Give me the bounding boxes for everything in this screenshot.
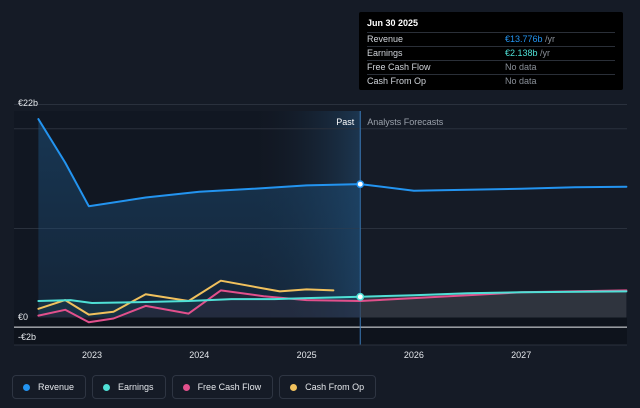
tooltip-row-revenue: Revenue €13.776b /yr (367, 32, 615, 46)
x-tick-label: 2024 (189, 350, 209, 360)
tooltip-label: Cash From Op (367, 76, 427, 86)
tooltip-row-earnings: Earnings €2.138b /yr (367, 46, 615, 60)
legend-item-cash-from-op[interactable]: Cash From Op (279, 375, 377, 399)
past-label: Past (336, 117, 355, 127)
legend-dot-icon (103, 383, 111, 391)
series-area (38, 296, 361, 318)
legend-label: Earnings (118, 382, 154, 392)
legend: Revenue Earnings Free Cash Flow Cash Fro… (12, 375, 377, 399)
tooltip-label: Revenue (367, 34, 404, 44)
tooltip-date: Jun 30 2025 (367, 18, 419, 28)
x-tick-label: 2023 (82, 350, 102, 360)
tooltip-row-free-cash-flow: Free Cash Flow No data (367, 60, 615, 74)
chart-area: €22b €0 -€2b 2023 2024 2025 2026 2027 Past Analys… (14, 98, 628, 360)
earnings-marker (356, 292, 365, 301)
legend-label: Revenue (38, 382, 75, 392)
earnings-line (37, 290, 628, 304)
legend-item-revenue[interactable]: Revenue (12, 375, 87, 399)
legend-label: Cash From Op (305, 382, 365, 392)
free-cash-flow-line (37, 289, 628, 324)
tooltip-value: No data (505, 76, 537, 86)
revenue-area (38, 119, 361, 318)
legend-dot-icon (182, 383, 190, 391)
revenue-line (37, 118, 628, 208)
tooltip-label: Earnings (367, 48, 403, 58)
tooltip-label: Free Cash Flow (367, 62, 431, 72)
tooltip-value: €2.138b /yr (505, 48, 551, 58)
tooltip: Jun 30 2025 Revenue €13.776b /yr Earning… (359, 12, 623, 90)
negative-band (14, 317, 627, 345)
tooltip-row-cash-from-op: Cash From Op No data (367, 74, 615, 88)
legend-label: Free Cash Flow (197, 382, 262, 392)
legend-item-free-cash-flow[interactable]: Free Cash Flow (171, 375, 274, 399)
legend-dot-icon (23, 383, 30, 391)
legend-item-earnings[interactable]: Earnings (92, 375, 166, 399)
y-tick-label: -€2b (18, 332, 36, 342)
x-tick-label: 2025 (297, 350, 317, 360)
tooltip-value: €13.776b /yr (505, 34, 556, 44)
y-tick-label: €22b (18, 98, 38, 108)
revenue-marker (356, 180, 365, 189)
x-tick-label: 2027 (511, 350, 531, 360)
x-tick-label: 2026 (404, 350, 424, 360)
y-tick-label: €0 (18, 312, 28, 322)
forecast-label: Analysts Forecasts (367, 117, 444, 127)
legend-dot-icon (290, 383, 298, 391)
tooltip-value: No data (505, 62, 537, 72)
